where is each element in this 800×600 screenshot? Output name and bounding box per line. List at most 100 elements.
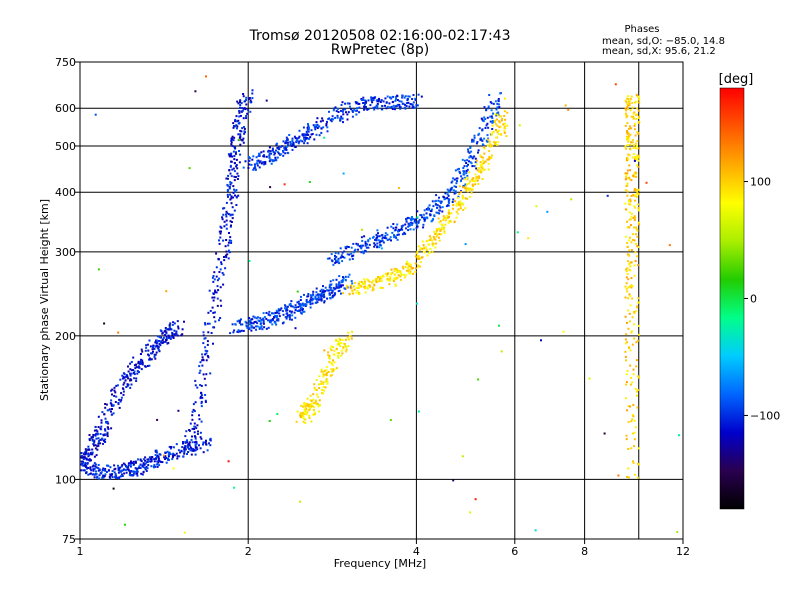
scatter-point xyxy=(204,441,207,444)
scatter-point xyxy=(403,276,406,279)
scatter-point xyxy=(156,346,159,349)
scatter-point xyxy=(204,323,207,326)
x-tick-label: 2 xyxy=(245,545,252,558)
scatter-point xyxy=(477,183,480,185)
scatter-point xyxy=(136,474,139,477)
scatter-point xyxy=(337,260,340,263)
scatter-point xyxy=(256,325,259,328)
scatter-point xyxy=(265,317,268,320)
scatter-point xyxy=(202,342,205,345)
scatter-point xyxy=(418,218,421,221)
scatter-point xyxy=(317,298,320,301)
scatter-point xyxy=(126,468,129,471)
scatter-point xyxy=(481,167,484,170)
scatter-point xyxy=(329,280,332,283)
scatter-point xyxy=(333,353,336,356)
scatter-point xyxy=(460,175,463,178)
scatter-point xyxy=(452,479,455,482)
scatter-point xyxy=(638,301,640,304)
scatter-point xyxy=(464,207,467,210)
scatter-point xyxy=(304,305,307,307)
scatter-point xyxy=(333,107,336,110)
scatter-point xyxy=(156,335,159,338)
scatter-point xyxy=(487,107,490,110)
scatter-point xyxy=(268,319,271,322)
scatter-point xyxy=(155,449,158,452)
scatter-point xyxy=(470,150,473,153)
scatter-point xyxy=(632,233,634,236)
scatter-point xyxy=(342,346,345,349)
scatter-point xyxy=(628,254,631,257)
scatter-point xyxy=(372,106,375,109)
scatter-point xyxy=(633,128,636,131)
chart-title: Tromsø 20120508 02:16:00-02:17:43 xyxy=(249,28,511,44)
scatter-point xyxy=(242,95,245,98)
scatter-point xyxy=(295,306,298,309)
scatter-point xyxy=(489,101,492,103)
scatter-point xyxy=(632,403,635,406)
scatter-point xyxy=(469,187,472,190)
scatter-point xyxy=(399,107,402,110)
scatter-point xyxy=(634,122,636,125)
scatter-point xyxy=(237,175,240,178)
scatter-point xyxy=(259,317,262,320)
scatter-point xyxy=(169,337,172,340)
scatter-point xyxy=(632,194,635,196)
scatter-point xyxy=(332,286,335,289)
scatter-point xyxy=(299,309,302,312)
scatter-point xyxy=(93,473,96,476)
scatter-point xyxy=(250,324,253,327)
scatter-point xyxy=(226,190,229,192)
scatter-point xyxy=(248,323,251,326)
scatter-point xyxy=(452,198,455,201)
scatter-point xyxy=(379,276,382,279)
scatter-point xyxy=(94,444,97,447)
scatter-point xyxy=(312,294,315,297)
scatter-point xyxy=(462,173,465,175)
scatter-point xyxy=(500,119,503,122)
scatter-point xyxy=(625,381,628,383)
scatter-point xyxy=(480,171,482,174)
scatter-point xyxy=(87,467,90,469)
scatter-point xyxy=(364,282,366,285)
scatter-point xyxy=(386,277,389,280)
colorbar-gradient xyxy=(719,87,745,510)
scatter-point xyxy=(215,291,218,294)
scatter-point xyxy=(313,386,316,389)
scatter-point xyxy=(320,370,323,373)
scatter-point xyxy=(177,409,180,412)
scatter-point xyxy=(194,90,197,93)
scatter-point xyxy=(405,217,408,220)
scatter-point xyxy=(200,437,203,440)
scatter-point xyxy=(301,415,304,418)
scatter-point xyxy=(632,115,635,118)
scatter-point xyxy=(389,277,392,280)
scatter-point xyxy=(268,310,271,313)
scatter-point xyxy=(351,115,354,118)
scatter-point xyxy=(624,145,627,148)
scatter-point xyxy=(394,226,397,229)
scatter-point xyxy=(263,155,266,158)
scatter-point xyxy=(216,297,219,300)
scatter-point xyxy=(144,462,147,465)
scatter-point xyxy=(189,449,192,452)
scatter-point xyxy=(335,367,338,370)
scatter-point xyxy=(159,460,162,463)
scatter-point xyxy=(320,127,323,130)
scatter-point xyxy=(302,417,305,420)
scatter-point xyxy=(106,464,108,467)
scatter-point xyxy=(362,99,365,101)
scatter-point xyxy=(301,133,304,136)
scatter-point xyxy=(98,441,100,444)
scatter-point xyxy=(396,99,399,101)
scatter-point xyxy=(481,118,484,121)
scatter-point xyxy=(335,110,338,113)
scatter-point xyxy=(142,466,145,469)
scatter-point xyxy=(408,217,411,220)
scatter-point xyxy=(268,320,271,323)
scatter-point xyxy=(248,319,251,322)
scatter-point xyxy=(472,185,474,188)
scatter-point xyxy=(350,108,353,111)
scatter-point xyxy=(631,101,634,104)
scatter-point xyxy=(408,95,411,98)
